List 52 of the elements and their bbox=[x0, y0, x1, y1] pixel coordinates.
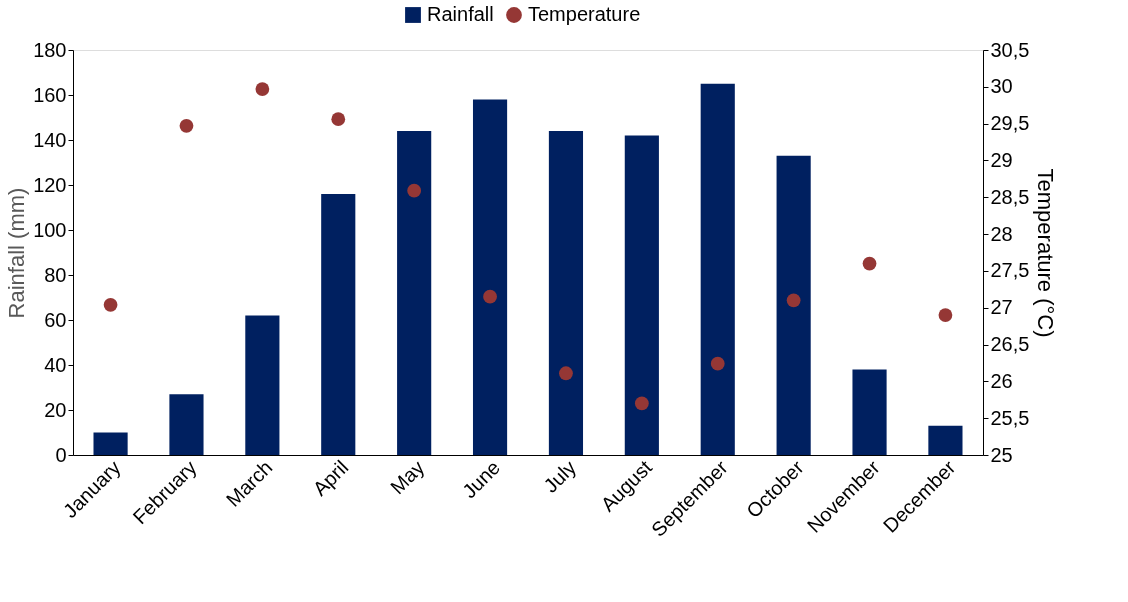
y-tick-label: 120 bbox=[33, 173, 67, 196]
y2-axis-title: Temperature (°C) bbox=[1033, 168, 1059, 338]
y2-tick-label: 26,5 bbox=[990, 333, 1030, 356]
y2-tick-label: 26 bbox=[990, 369, 1013, 392]
bar bbox=[472, 99, 508, 455]
bar bbox=[852, 369, 887, 455]
bar bbox=[169, 394, 204, 455]
bar bbox=[776, 155, 811, 455]
bar bbox=[245, 315, 280, 455]
point bbox=[179, 118, 194, 133]
y2-tick-label: 29 bbox=[990, 148, 1013, 171]
y-tick-label: 160 bbox=[33, 83, 67, 106]
y2-tick-label: 29,5 bbox=[990, 112, 1030, 135]
bar bbox=[93, 432, 128, 455]
bar bbox=[548, 131, 584, 455]
y2-tick-label: 27,5 bbox=[990, 259, 1030, 282]
y2-tick-label: 25 bbox=[990, 443, 1013, 466]
point bbox=[634, 396, 649, 411]
y-tick-label: 140 bbox=[33, 128, 67, 151]
point bbox=[938, 308, 953, 322]
point bbox=[255, 82, 270, 96]
x-tick-label: July bbox=[539, 456, 581, 497]
y2-tick-label: 27 bbox=[990, 296, 1013, 319]
point bbox=[862, 256, 877, 271]
bar bbox=[321, 194, 356, 455]
point bbox=[559, 366, 573, 381]
y2-tick-label: 30 bbox=[990, 75, 1013, 98]
x-tick-label: May bbox=[386, 456, 429, 499]
bar bbox=[928, 425, 963, 455]
y2-tick-label: 28,5 bbox=[990, 185, 1030, 208]
point bbox=[710, 356, 725, 371]
y2-tick-label: 30,5 bbox=[990, 38, 1030, 61]
y-tick-label: 100 bbox=[33, 218, 67, 241]
point bbox=[786, 293, 801, 308]
y-tick-label: 40 bbox=[44, 353, 67, 376]
y-tick-label: 80 bbox=[44, 263, 67, 286]
y-tick-label: 60 bbox=[44, 308, 67, 331]
y-tick-label: 180 bbox=[33, 38, 67, 61]
point bbox=[331, 112, 346, 127]
point bbox=[483, 289, 497, 304]
y-axis-title: Rainfall (mm) bbox=[4, 187, 30, 319]
y-tick-label: 0 bbox=[55, 443, 67, 466]
y2-tick-label: 28 bbox=[990, 222, 1013, 245]
point bbox=[103, 297, 118, 312]
y-tick-label: 20 bbox=[44, 398, 67, 421]
y2-tick-label: 25,5 bbox=[990, 406, 1030, 429]
legend-label: Rainfall bbox=[427, 3, 494, 25]
bar bbox=[624, 135, 659, 455]
point bbox=[407, 183, 422, 198]
bar bbox=[700, 83, 735, 455]
bar bbox=[397, 131, 432, 455]
legend-label: Temperature bbox=[528, 3, 641, 25]
